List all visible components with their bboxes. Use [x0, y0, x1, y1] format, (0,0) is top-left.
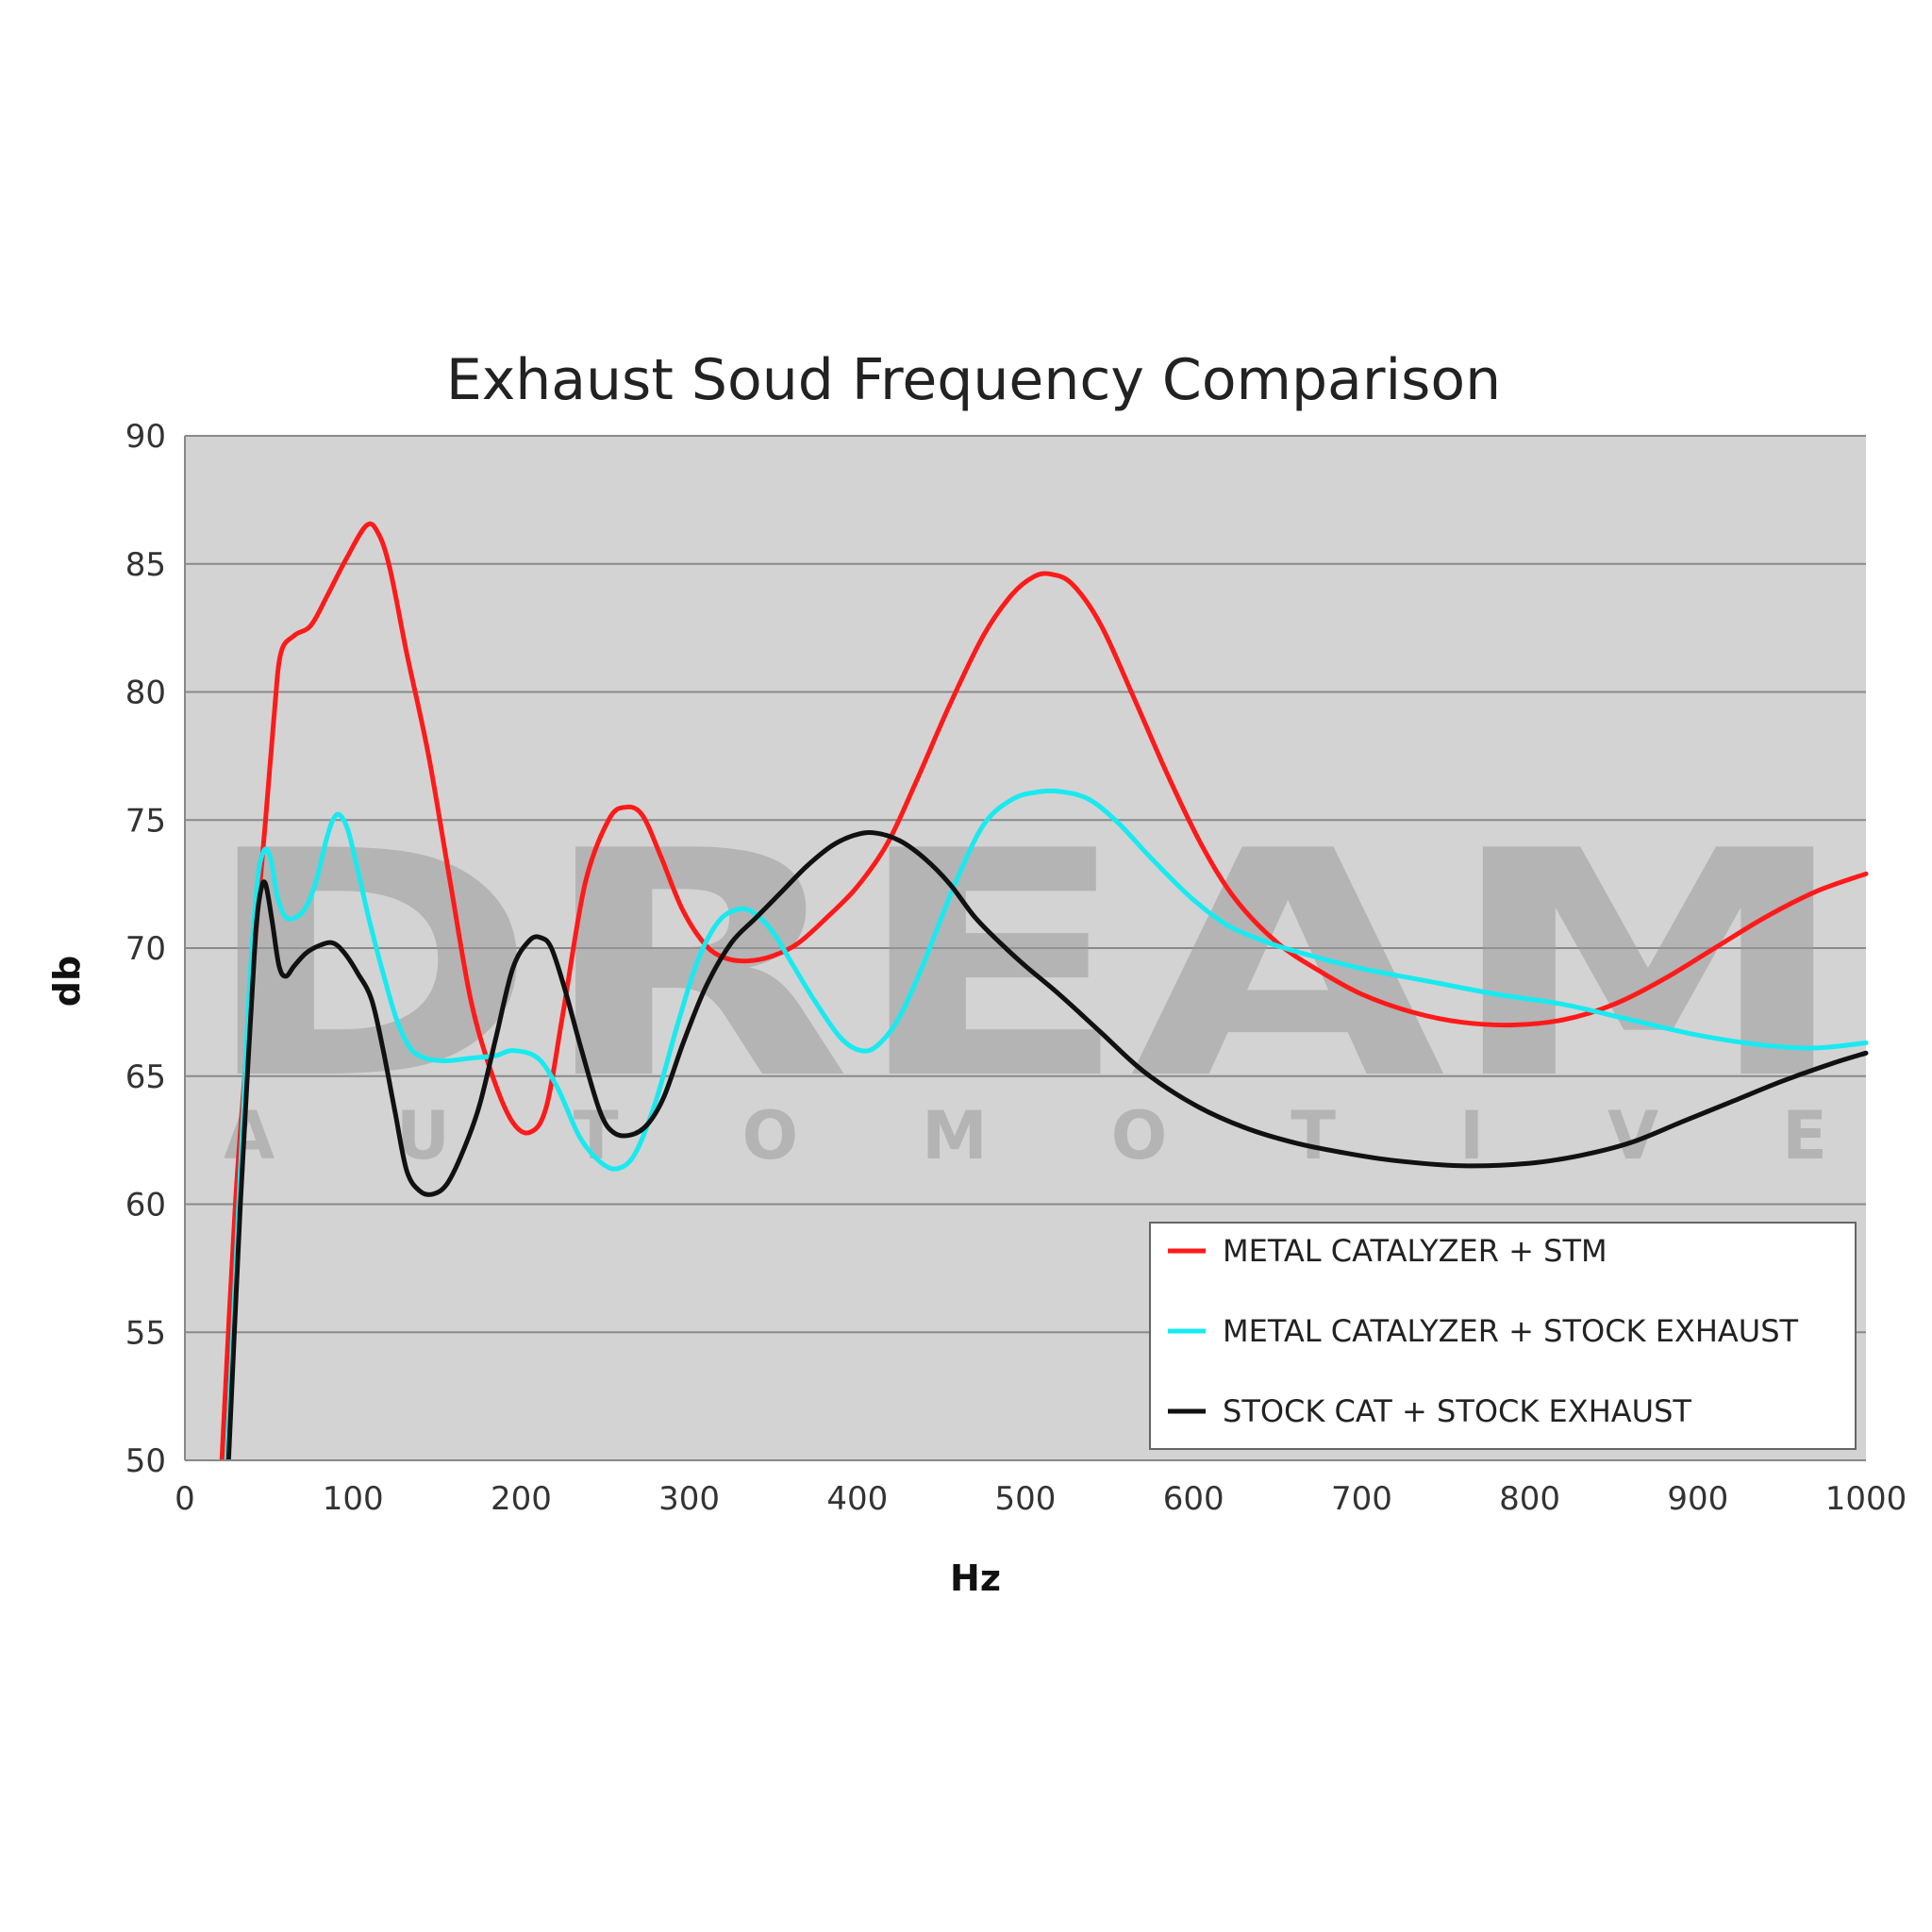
legend: METAL CATALYZER + STM METAL CATALYZER + S…	[1149, 1222, 1857, 1450]
series-line-2	[225, 788, 1869, 1460]
chart-title: Exhaust Soud Frequency Comparison	[446, 347, 1501, 413]
series-line-3	[225, 830, 1869, 1460]
y-tick-label: 70	[125, 930, 166, 968]
x-tick-label: 900	[1667, 1480, 1728, 1518]
legend-label: METAL CATALYZER + STOCK EXHAUST	[1223, 1313, 1799, 1349]
x-tick-label: 800	[1499, 1480, 1560, 1518]
y-tick-label: 75	[125, 802, 166, 840]
x-tick-label: 0	[175, 1480, 195, 1518]
grid-lines	[185, 435, 1866, 1334]
x-tick-labels: 0 100 200 300 400 500 600 700 800 900 1000	[175, 1480, 1907, 1518]
series-lines	[219, 521, 1869, 1460]
legend-label: STOCK CAT + STOCK EXHAUST	[1223, 1393, 1691, 1429]
x-tick-label: 400	[826, 1480, 888, 1518]
x-tick-label: 1000	[1825, 1480, 1907, 1518]
y-tick-label: 50	[125, 1442, 166, 1480]
x-axis-label: Hz	[950, 1557, 1001, 1599]
y-tick-label: 60	[125, 1187, 166, 1224]
legend-box	[1149, 1222, 1857, 1450]
x-tick-label: 200	[491, 1480, 552, 1518]
y-tick-labels: 50 55 60 65 70 75 80 85 90	[125, 418, 166, 1480]
legend-items: METAL CATALYZER + STM METAL CATALYZER + S…	[1168, 1233, 1799, 1429]
y-tick-label: 85	[125, 546, 166, 584]
x-tick-label: 700	[1331, 1480, 1392, 1518]
y-tick-label: 90	[125, 418, 166, 456]
x-tick-label: 300	[658, 1480, 720, 1518]
legend-label: METAL CATALYZER + STM	[1223, 1233, 1607, 1269]
x-tick-label: 500	[995, 1480, 1057, 1518]
x-tick-label: 600	[1163, 1480, 1224, 1518]
y-tick-label: 55	[125, 1314, 166, 1352]
x-tick-label: 100	[323, 1480, 384, 1518]
y-axis-label: db	[46, 956, 88, 1007]
y-tick-label: 80	[125, 675, 166, 712]
watermark: DREAM AUTOMOTIVE	[200, 785, 1851, 1174]
y-tick-label: 65	[125, 1058, 166, 1096]
